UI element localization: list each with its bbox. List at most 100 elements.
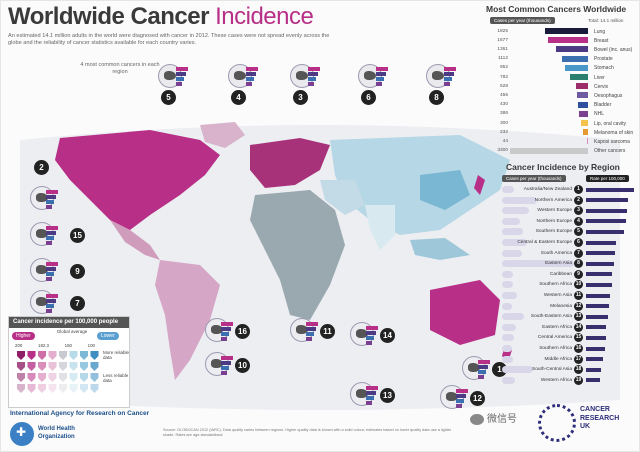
cancer-name-label: Breast xyxy=(594,37,609,44)
map-south-america xyxy=(155,260,220,380)
region-badge: 7 xyxy=(30,290,85,318)
rate-header: Rate per 100,000 xyxy=(586,175,629,182)
mini-bar xyxy=(444,82,450,86)
mini-bar xyxy=(46,304,54,308)
incidence-by-region-panel: Cancer Incidence by Region Cases per yea… xyxy=(498,162,640,392)
cancer-bar xyxy=(576,83,588,90)
region-rate-bar xyxy=(586,314,608,319)
mini-bar xyxy=(221,332,229,336)
legend-swatches xyxy=(17,351,99,393)
region-row: Eastern Africa 14 xyxy=(498,322,640,332)
region-row: South-Central Asia 18 xyxy=(498,365,640,375)
cancer-value-label: 1825 xyxy=(497,28,508,34)
cancer-row: 952 Stomach xyxy=(478,64,638,72)
mini-bar xyxy=(306,327,316,331)
mini-bar xyxy=(376,77,384,81)
legend-swatch xyxy=(48,362,57,371)
cancer-row: 528 Cervix xyxy=(478,83,638,90)
cases-header: Cases per year (thousands) xyxy=(502,175,566,182)
region-name-label: Central & Eastern Europe xyxy=(517,240,572,245)
mini-bar xyxy=(46,226,58,230)
region-badge: 2 xyxy=(30,160,74,214)
mini-bar xyxy=(308,72,318,76)
who-text: World Health Organization xyxy=(38,426,75,441)
region-cases-pill xyxy=(502,334,514,342)
region-cases-pill xyxy=(502,302,512,310)
cases-label: Cases per year (thousands) xyxy=(490,17,555,24)
region-rank-number: 4 xyxy=(231,90,246,105)
region-name-label: Caribbean xyxy=(549,271,572,277)
mini-bar xyxy=(246,82,252,86)
region-rate-bar xyxy=(586,367,601,372)
region-cases-pill xyxy=(502,228,523,236)
mini-bar xyxy=(46,241,52,245)
region-rank-label: 11 xyxy=(574,291,583,300)
mini-bar xyxy=(46,231,56,235)
region-rank-number: 16 xyxy=(235,324,250,339)
mini-bar xyxy=(376,72,386,76)
mini-bar xyxy=(456,399,464,403)
page-title: Worldwide Cancer Incidence xyxy=(8,3,314,31)
region-badge: 8 xyxy=(426,64,456,105)
legend-scale-tick: 200 xyxy=(15,343,23,348)
region-row: South-Eastern Asia 13 xyxy=(498,312,640,322)
region-badge: 11 xyxy=(290,318,335,346)
map-middle-east xyxy=(320,180,365,215)
cancer-name-label: Cervix xyxy=(594,83,609,90)
region-rate-bar xyxy=(586,187,634,192)
mini-bars xyxy=(366,386,378,406)
cancer-bar xyxy=(562,55,588,62)
mini-bars xyxy=(366,326,378,346)
cancer-name-label: Lip, oral cavity xyxy=(594,120,626,127)
mini-bar xyxy=(456,404,462,408)
cancer-bar xyxy=(510,147,588,154)
region-row: Western Africa 19 xyxy=(498,375,640,385)
legend-swatch xyxy=(48,351,57,360)
region-panel-title: Cancer Incidence by Region xyxy=(506,162,620,172)
map-europe xyxy=(250,138,330,188)
region-row: Central & Eastern Europe 6 xyxy=(498,238,640,247)
cruk-line-1: CANCER xyxy=(580,406,610,413)
region-rank-number: 11 xyxy=(320,324,335,339)
who-logo-icon xyxy=(10,422,34,446)
region-row: Caribbean 9 xyxy=(498,269,640,279)
legend-title: Cancer incidence per 100,000 people xyxy=(9,317,129,328)
cruk-logo-block: CANCER RESEARCH UK xyxy=(538,402,638,448)
region-cases-pill xyxy=(502,239,527,246)
cancer-value-label: 528 xyxy=(499,83,508,89)
region-badge: 15 xyxy=(30,222,85,250)
region-rank-label: 19 xyxy=(574,375,583,385)
region-row: Northern Europe 4 xyxy=(498,216,640,226)
cancer-bar xyxy=(556,46,588,53)
mini-bars xyxy=(306,322,318,342)
mini-bar xyxy=(246,72,256,76)
map-australia xyxy=(430,280,500,345)
region-name-label: Middle Africa xyxy=(544,356,572,362)
legend-swatch xyxy=(59,384,67,393)
region-rate-bar xyxy=(586,219,626,224)
mini-bar xyxy=(308,82,314,86)
region-rank-label: 18 xyxy=(574,365,583,375)
cancer-value-label: 44 xyxy=(502,138,508,144)
region-row: Southern Africa 16 xyxy=(498,344,640,353)
cancer-value-label: 1112 xyxy=(498,56,508,62)
region-rate-bar xyxy=(586,208,627,213)
region-name-label: South-Eastern Asia xyxy=(530,314,572,320)
region-rank-label: 3 xyxy=(574,206,583,216)
legend-swatch xyxy=(27,384,36,393)
mini-bar xyxy=(308,77,316,81)
region-rate-bar xyxy=(586,357,603,362)
legend-scale-tick: 100 xyxy=(87,343,95,348)
cruk-line-3: UK xyxy=(580,423,591,430)
region-name-label: South America xyxy=(540,250,572,256)
region-row: Australia/New Zealand 1 xyxy=(498,185,640,194)
mini-bars xyxy=(176,67,188,86)
region-cases-pill xyxy=(502,376,515,384)
region-rank-label: 12 xyxy=(574,301,583,311)
region-rank-label: 1 xyxy=(574,185,583,194)
legend-swatch xyxy=(80,373,88,382)
region-cases-pill xyxy=(502,281,513,289)
mini-bar xyxy=(478,360,490,364)
region-cases-pill xyxy=(502,260,574,268)
region-name-label: Northern Europe xyxy=(536,218,572,224)
